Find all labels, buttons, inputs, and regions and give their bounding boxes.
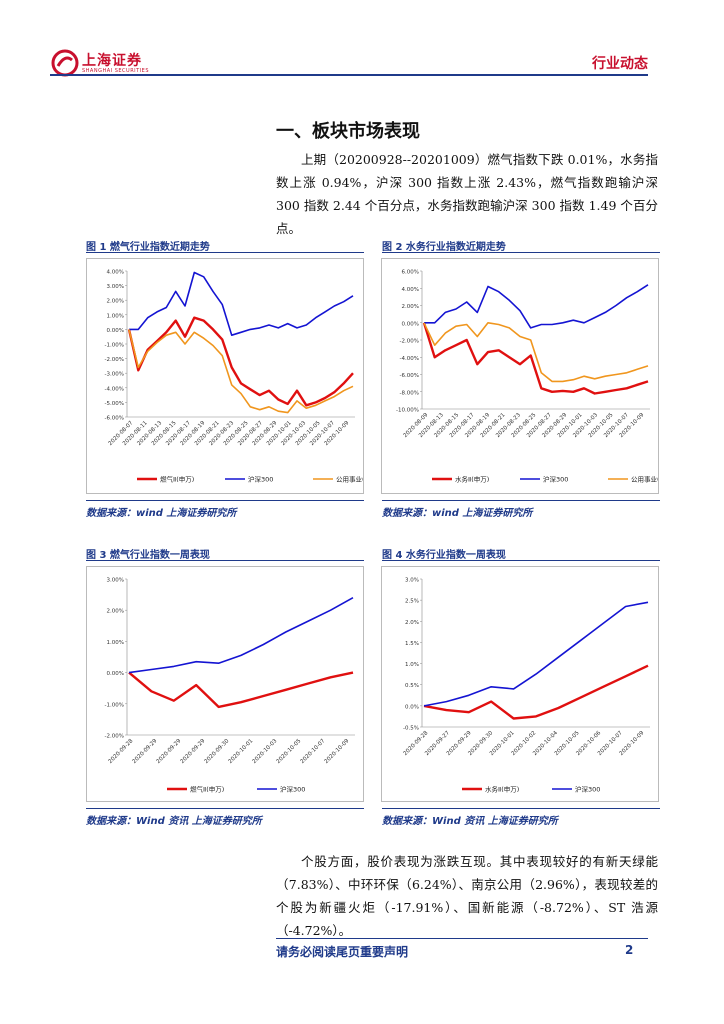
figure-3-title: 图 3 燃气行业指数一周表现 bbox=[86, 550, 210, 561]
y-tick-label: 1.0% bbox=[405, 662, 419, 668]
y-tick-label: 3.00% bbox=[107, 284, 124, 290]
legend-label: 公用事业(申万) bbox=[336, 475, 363, 484]
figure-1-source: 数据来源：wind 上海证券研究所 bbox=[86, 508, 237, 519]
intro-paragraph-block: 上期（20200928--20201009）燃气指数下跌 0.01%，水务指数上… bbox=[276, 148, 658, 240]
y-tick-label: -4.00% bbox=[105, 386, 124, 392]
y-tick-label: 2.0% bbox=[405, 620, 419, 626]
figure-3-chart: 3.00%2.00%1.00%0.00%-1.00%-2.00%2020-09-… bbox=[105, 578, 355, 794]
legend-label: 燃气Ⅱ(申万) bbox=[160, 475, 194, 484]
y-tick-label: -2.00% bbox=[105, 734, 124, 740]
series-line-0 bbox=[423, 664, 649, 720]
series-line-2 bbox=[423, 321, 649, 383]
figure-1-chart: 4.00% 3.00% 2.00% 1.00% 0.00% -1.00% -2.00% -3.… bbox=[105, 270, 381, 484]
legend-label: 沪深300 bbox=[248, 475, 273, 484]
figure-3-title-rule bbox=[86, 560, 364, 561]
figure-2-source: 数据来源：wind 上海证券研究所 bbox=[382, 508, 533, 519]
y-tick-label: 2.00% bbox=[107, 299, 124, 305]
figure-2-title-rule bbox=[382, 252, 660, 253]
logo-text: 上海证券 bbox=[82, 53, 142, 69]
series-line-0 bbox=[127, 316, 354, 407]
figure-2-chart: 6.00% 4.00% 2.00% 0.00% -2.00% -4.00% -6.00% -8… bbox=[396, 270, 675, 484]
y-tick-label: -1.00% bbox=[105, 343, 124, 349]
figure-4-chart: 3.0%2.5%2.0%1.5%1.0%0.5%0.0%-0.5%2020-09… bbox=[403, 578, 650, 794]
conclusion-paragraph-block: 个股方面，股价表现为涨跌互现。其中表现较好的有新天绿能（7.83%）、中环环保（… bbox=[276, 850, 658, 942]
figure-4-source-rule bbox=[382, 808, 660, 809]
y-tick-label: 0.00% bbox=[107, 328, 124, 334]
conclusion-paragraph: 个股方面，股价表现为涨跌互现。其中表现较好的有新天绿能（7.83%）、中环环保（… bbox=[276, 854, 658, 938]
y-tick-label: -2.00% bbox=[105, 357, 124, 363]
figure-3-source: 数据来源：Wind 资讯 上海证券研究所 bbox=[86, 816, 262, 827]
series-line-1 bbox=[129, 271, 354, 336]
figure-4-title: 图 4 水务行业指数一周表现 bbox=[382, 550, 506, 561]
series-line-1 bbox=[423, 601, 649, 707]
figure-1-title: 图 1 燃气行业指数近期走势 bbox=[86, 242, 210, 253]
y-tick-label: 0.5% bbox=[405, 683, 419, 689]
y-tick-label: 0.00% bbox=[107, 671, 124, 677]
y-tick-label: 3.0% bbox=[405, 578, 419, 584]
header-divider bbox=[50, 74, 648, 76]
section-title: 一、板块市场表现 bbox=[276, 121, 420, 142]
report-category: 行业动态 bbox=[592, 56, 648, 72]
y-tick-label: 0.0% bbox=[405, 704, 419, 710]
figure-1-chart-frame: 4.00% 3.00% 2.00% 1.00% 0.00% -1.00% -2.00% -3.… bbox=[86, 258, 381, 494]
y-tick-label: 4.00% bbox=[107, 270, 124, 276]
y-tick-label: -0.5% bbox=[403, 726, 419, 732]
y-tick-label: -3.00% bbox=[105, 372, 124, 378]
figure-3-chart-frame: 3.00% 2.00% 1.00% 0.00% -1.00% -2.00% 2020-09-… bbox=[86, 566, 364, 802]
y-tick-label: 1.00% bbox=[107, 313, 124, 319]
y-tick-label: 3.00% bbox=[107, 578, 124, 584]
y-tick-label: -8.00% bbox=[400, 390, 419, 396]
y-tick-label: -4.00% bbox=[400, 356, 419, 362]
legend-label: 水务Ⅱ(申万) bbox=[485, 785, 519, 794]
y-tick-label: -6.00% bbox=[400, 373, 419, 379]
y-tick-label: 2.5% bbox=[405, 599, 419, 605]
x-tick-label: 2020-10-01 bbox=[228, 738, 255, 765]
y-tick-label: -10.00% bbox=[396, 408, 419, 414]
page-number: 2 bbox=[625, 943, 634, 957]
figure-4-chart-frame: 3.0% 2.5% 2.0% 1.5% 1.0% 0.5% 0.0% -0.5% 2020-09… bbox=[381, 566, 659, 802]
legend-label: 沪深300 bbox=[543, 475, 568, 484]
series-line-0 bbox=[128, 671, 354, 709]
figure-4-title-rule bbox=[382, 560, 660, 561]
legend-label: 水务Ⅱ(申万) bbox=[455, 475, 489, 484]
intro-paragraph: 上期（20200928--20201009）燃气指数下跌 0.01%，水务指数上… bbox=[276, 152, 658, 236]
y-tick-label: 1.5% bbox=[405, 641, 419, 647]
figure-4-source: 数据来源：Wind 资讯 上海证券研究所 bbox=[382, 816, 558, 827]
footer-disclaimer: 请务必阅读尾页重要声明 bbox=[276, 945, 409, 959]
series-line-1 bbox=[424, 284, 649, 329]
series-line-2 bbox=[128, 329, 354, 414]
figure-1-source-rule bbox=[86, 500, 364, 501]
logo-subtext: SHANGHAI SECURITIES bbox=[82, 68, 150, 74]
figure-2-chart-frame: 6.00% 4.00% 2.00% 0.00% -2.00% -4.00% -6.00% -8… bbox=[381, 258, 675, 494]
y-tick-label: -2.00% bbox=[400, 339, 419, 345]
figure-2-title: 图 2 水务行业指数近期走势 bbox=[382, 242, 506, 253]
y-tick-label: -6.00% bbox=[105, 416, 124, 422]
legend-label: 沪深300 bbox=[280, 785, 305, 794]
legend-label: 燃气Ⅱ(申万) bbox=[190, 785, 224, 794]
y-tick-label: 0.00% bbox=[402, 321, 419, 327]
y-tick-label: 2.00% bbox=[107, 609, 124, 615]
figure-1-title-rule bbox=[86, 252, 364, 253]
legend-label: 沪深300 bbox=[575, 785, 600, 794]
figure-2-source-rule bbox=[382, 500, 660, 501]
legend-label: 公用事业(申万) bbox=[631, 475, 658, 484]
footer-divider bbox=[276, 938, 648, 939]
figure-3-source-rule bbox=[86, 808, 364, 809]
y-tick-label: 6.00% bbox=[402, 270, 419, 276]
y-tick-label: -5.00% bbox=[105, 401, 124, 407]
y-tick-label: 4.00% bbox=[402, 287, 419, 293]
series-line-1 bbox=[128, 597, 354, 674]
series-line-0 bbox=[422, 322, 649, 395]
y-tick-label: 2.00% bbox=[402, 304, 419, 310]
y-tick-label: 1.00% bbox=[107, 640, 124, 646]
y-tick-label: -1.00% bbox=[105, 702, 124, 708]
x-tick-label: 2020-10-09 bbox=[324, 738, 351, 765]
